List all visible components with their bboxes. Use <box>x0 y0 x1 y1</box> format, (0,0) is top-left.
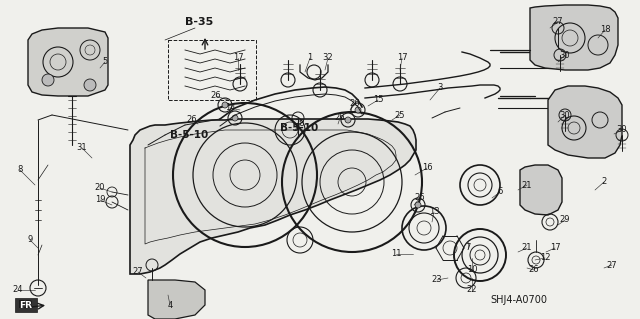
Circle shape <box>415 202 421 208</box>
Polygon shape <box>548 86 622 158</box>
Bar <box>15 298 37 312</box>
Text: 20: 20 <box>95 183 105 192</box>
Text: 26: 26 <box>335 114 346 122</box>
Text: B-35: B-35 <box>185 17 213 27</box>
Text: 16: 16 <box>422 164 432 173</box>
Text: 26: 26 <box>349 100 360 108</box>
Text: 27: 27 <box>132 268 143 277</box>
Text: 1: 1 <box>307 54 312 63</box>
Text: FR: FR <box>19 300 33 309</box>
Text: 30: 30 <box>560 110 570 120</box>
Circle shape <box>345 117 351 123</box>
Text: 13: 13 <box>429 207 439 217</box>
Text: 27: 27 <box>607 261 618 270</box>
Text: 26: 26 <box>211 92 221 100</box>
Text: 7: 7 <box>465 243 470 253</box>
Text: 11: 11 <box>391 249 401 258</box>
Polygon shape <box>148 280 205 319</box>
Text: 6: 6 <box>497 188 502 197</box>
Text: 17: 17 <box>550 243 560 253</box>
Text: 32: 32 <box>323 54 333 63</box>
Polygon shape <box>520 165 562 215</box>
Polygon shape <box>28 28 108 96</box>
Text: 17: 17 <box>397 54 407 63</box>
Text: 2: 2 <box>602 177 607 187</box>
Text: 30: 30 <box>617 125 627 135</box>
Text: SHJ4-A0700: SHJ4-A0700 <box>490 295 547 305</box>
Polygon shape <box>130 119 416 274</box>
Text: 22: 22 <box>467 286 477 294</box>
Text: 26: 26 <box>529 265 540 275</box>
Text: 4: 4 <box>168 300 173 309</box>
Text: 26: 26 <box>415 194 426 203</box>
Text: 21: 21 <box>522 181 532 189</box>
Text: 8: 8 <box>17 166 22 174</box>
Text: 14: 14 <box>225 103 236 113</box>
Text: 5: 5 <box>102 57 108 66</box>
Text: 31: 31 <box>77 144 87 152</box>
Text: 25: 25 <box>395 110 405 120</box>
Polygon shape <box>530 5 618 70</box>
Text: 19: 19 <box>95 196 105 204</box>
Text: 15: 15 <box>372 95 383 105</box>
Text: B-5-10: B-5-10 <box>170 130 208 140</box>
Text: 26: 26 <box>187 115 197 124</box>
Text: 24: 24 <box>13 286 23 294</box>
Text: 30: 30 <box>560 50 570 60</box>
Text: 17: 17 <box>233 54 243 63</box>
Circle shape <box>232 115 238 121</box>
Text: FR: FR <box>18 300 33 310</box>
Text: 27: 27 <box>553 18 563 26</box>
Circle shape <box>222 102 228 108</box>
Text: 12: 12 <box>540 254 550 263</box>
Text: 29: 29 <box>560 216 570 225</box>
Circle shape <box>42 74 54 86</box>
Text: 23: 23 <box>432 276 442 285</box>
Text: 9: 9 <box>28 235 33 244</box>
Text: 10: 10 <box>467 265 477 275</box>
Text: 21: 21 <box>522 243 532 253</box>
Circle shape <box>355 107 361 113</box>
Circle shape <box>84 79 96 91</box>
Text: B-5-10: B-5-10 <box>280 123 318 133</box>
Bar <box>168 40 256 100</box>
Text: 18: 18 <box>600 26 611 34</box>
Text: 28: 28 <box>294 120 305 129</box>
Text: 3: 3 <box>437 84 443 93</box>
